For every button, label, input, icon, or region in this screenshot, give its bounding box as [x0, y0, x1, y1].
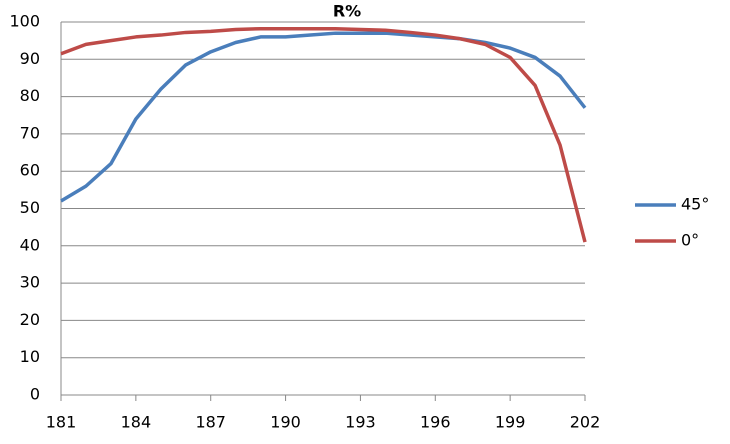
- y-tick-label: 80: [20, 86, 40, 105]
- y-tick-label: 100: [9, 12, 40, 31]
- chart-title: R%: [333, 2, 361, 21]
- x-tick-label: 202: [570, 413, 601, 432]
- y-tick-label: 30: [20, 273, 40, 292]
- x-tick-label: 181: [46, 413, 77, 432]
- x-tick-label: 184: [121, 413, 152, 432]
- x-tick-label: 193: [345, 413, 376, 432]
- y-tick-label: 20: [20, 310, 40, 329]
- x-tick-label: 196: [420, 413, 451, 432]
- series-line: [60, 26, 587, 243]
- y-tick-label: 70: [20, 123, 40, 142]
- y-tick-label: 10: [20, 347, 40, 366]
- y-tick-label: 40: [20, 235, 40, 254]
- y-tick-label: 0: [30, 385, 40, 404]
- y-tick-label: 90: [20, 49, 40, 68]
- y-tick-label: 50: [20, 198, 40, 217]
- series-line: [60, 31, 587, 203]
- y-tick-label: 60: [20, 161, 40, 180]
- x-tick-label: 199: [495, 413, 526, 432]
- x-tick-label: 187: [195, 413, 226, 432]
- x-tick-label: 190: [270, 413, 301, 432]
- legend-label: 0°: [681, 231, 699, 250]
- legend-label: 45°: [681, 195, 709, 214]
